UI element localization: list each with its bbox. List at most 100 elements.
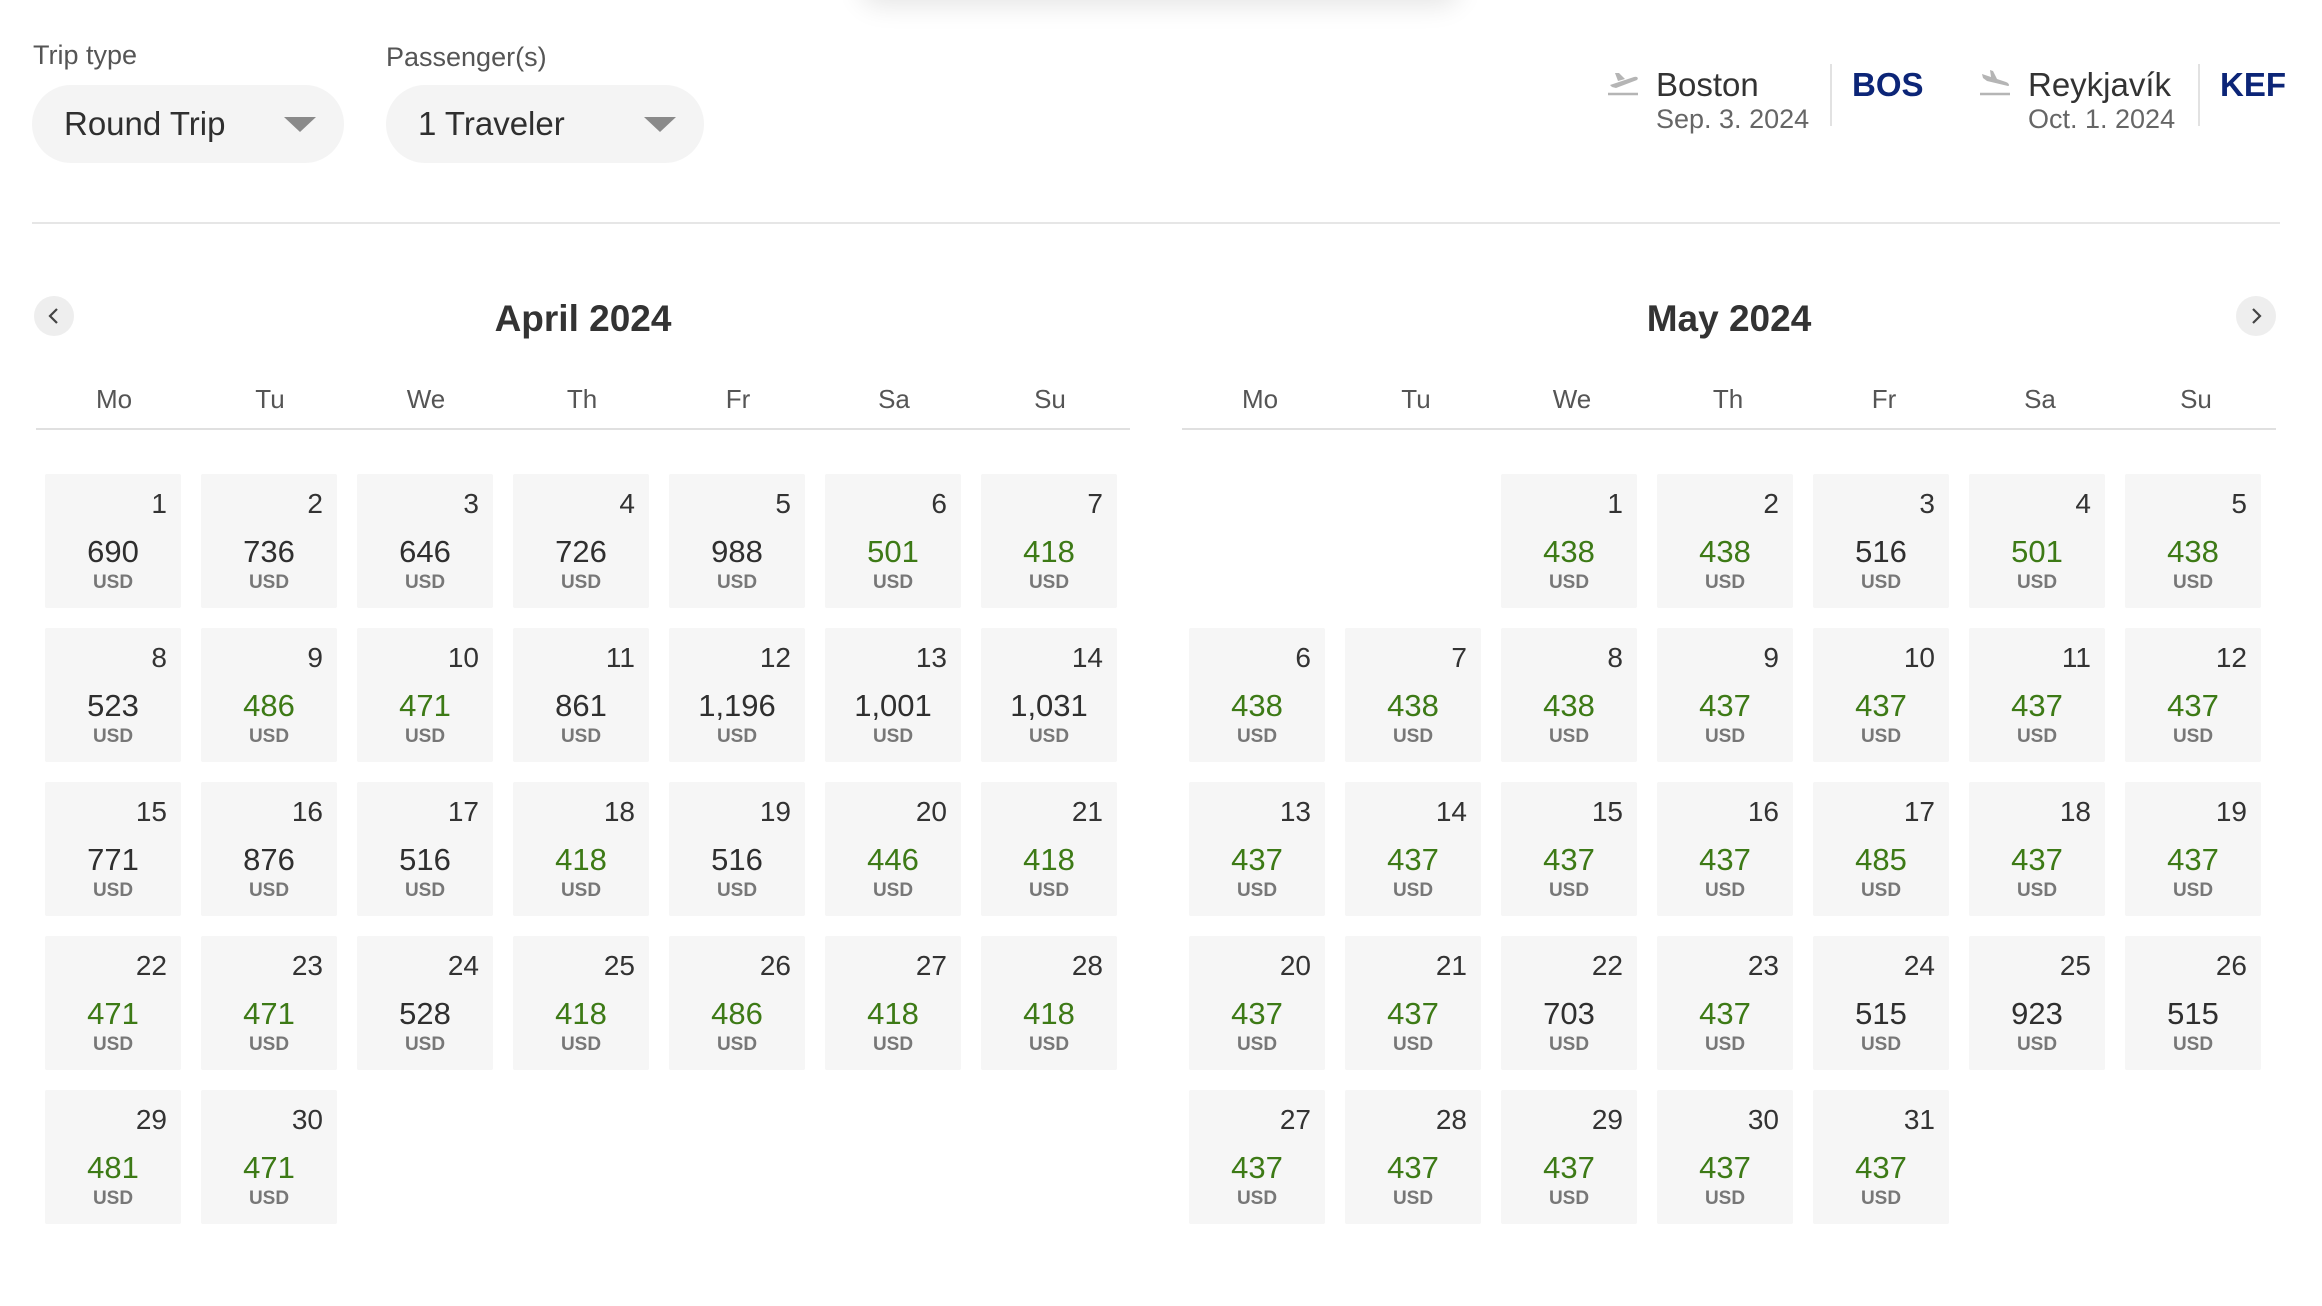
currency-label: USD <box>2016 880 2058 901</box>
day-cell[interactable]: 13 1,001 USD <box>825 628 961 762</box>
day-number: 31 <box>1903 1104 1935 1135</box>
day-cell[interactable]: 10 437 USD <box>1813 628 1949 762</box>
day-cell[interactable]: 5 988 USD <box>669 474 805 608</box>
day-cell[interactable]: 23 437 USD <box>1657 936 1793 1070</box>
day-cell[interactable]: 29 437 USD <box>1501 1090 1637 1224</box>
day-cell[interactable]: 17 516 USD <box>357 782 493 916</box>
day-price: 437 <box>1387 1150 1439 1185</box>
day-cell[interactable]: 27 418 USD <box>825 936 961 1070</box>
day-cell[interactable]: 17 485 USD <box>1813 782 1949 916</box>
day-cell[interactable]: 28 437 USD <box>1345 1090 1481 1224</box>
day-cell[interactable]: 31 437 USD <box>1813 1090 1949 1224</box>
day-number: 8 <box>1607 642 1623 673</box>
day-cell[interactable]: 3 516 USD <box>1813 474 1949 608</box>
day-cell[interactable]: 28 418 USD <box>981 936 1117 1070</box>
outbound-date: Sep. 3. 2024 <box>1656 104 1810 134</box>
day-cell[interactable]: 30 471 USD <box>201 1090 337 1224</box>
day-cell[interactable]: 16 876 USD <box>201 782 337 916</box>
currency-label: USD <box>404 1034 446 1055</box>
trip-type-select[interactable]: Round Trip <box>32 85 344 163</box>
day-cell[interactable]: 19 516 USD <box>669 782 805 916</box>
day-cell[interactable]: 1 690 USD <box>45 474 181 608</box>
day-cell[interactable]: 8 438 USD <box>1501 628 1637 762</box>
inbound-city: Reykjavík <box>2028 66 2172 103</box>
day-cell[interactable]: 6 501 USD <box>825 474 961 608</box>
chevron-down-icon <box>644 117 676 132</box>
day-cell[interactable]: 12 437 USD <box>2125 628 2261 762</box>
currency-label: USD <box>248 880 290 901</box>
day-cell[interactable]: 9 437 USD <box>1657 628 1793 762</box>
day-cell[interactable]: 5 438 USD <box>2125 474 2261 608</box>
day-cell[interactable]: 9 486 USD <box>201 628 337 762</box>
inbound-date: Oct. 1. 2024 <box>2028 104 2176 134</box>
day-price: 437 <box>2011 842 2063 877</box>
currency-label: USD <box>1860 1188 1902 1209</box>
day-price: 988 <box>711 534 763 569</box>
day-cell[interactable]: 16 437 USD <box>1657 782 1793 916</box>
currency-label: USD <box>872 880 914 901</box>
day-cell[interactable]: 26 515 USD <box>2125 936 2261 1070</box>
day-number: 6 <box>931 488 947 519</box>
day-cell[interactable]: 21 437 USD <box>1345 936 1481 1070</box>
day-grid: 1 690 USD 2 736 USD 3 646 USD 4 726 USD 5 988 USD 6 501 U… <box>45 474 1117 1224</box>
day-cell[interactable]: 25 418 USD <box>513 936 649 1070</box>
day-number: 11 <box>2061 642 2091 673</box>
currency-label: USD <box>716 1034 758 1055</box>
day-cell[interactable]: 22 703 USD <box>1501 936 1637 1070</box>
outbound-route[interactable]: Boston Sep. 3. 2024 BOS <box>1606 60 1926 140</box>
day-cell[interactable]: 4 726 USD <box>513 474 649 608</box>
currency-label: USD <box>1392 880 1434 901</box>
day-cell[interactable]: 24 528 USD <box>357 936 493 1070</box>
day-cell[interactable]: 2 438 USD <box>1657 474 1793 608</box>
day-cell[interactable]: 7 438 USD <box>1345 628 1481 762</box>
day-cell[interactable]: 6 438 USD <box>1189 628 1325 762</box>
day-price: 516 <box>399 842 451 877</box>
day-cell[interactable]: 27 437 USD <box>1189 1090 1325 1224</box>
empty-day-cell <box>1189 474 1325 608</box>
day-cell[interactable]: 20 446 USD <box>825 782 961 916</box>
day-cell[interactable]: 30 437 USD <box>1657 1090 1793 1224</box>
currency-label: USD <box>404 726 446 747</box>
day-cell[interactable]: 22 471 USD <box>45 936 181 1070</box>
previous-month-button[interactable] <box>34 296 74 336</box>
day-cell[interactable]: 15 437 USD <box>1501 782 1637 916</box>
currency-label: USD <box>248 1188 290 1209</box>
day-cell[interactable]: 26 486 USD <box>669 936 805 1070</box>
day-cell[interactable]: 21 418 USD <box>981 782 1117 916</box>
day-cell[interactable]: 20 437 USD <box>1189 936 1325 1070</box>
day-price: 481 <box>87 1150 139 1185</box>
day-price: 471 <box>399 688 451 723</box>
day-number: 5 <box>2231 488 2247 519</box>
day-cell[interactable]: 11 861 USD <box>513 628 649 762</box>
weekday-label: Su <box>2180 384 2212 414</box>
day-cell[interactable]: 1 438 USD <box>1501 474 1637 608</box>
day-cell[interactable]: 14 437 USD <box>1345 782 1481 916</box>
inbound-route[interactable]: Reykjavík Oct. 1. 2024 KEF <box>1978 60 2298 140</box>
day-cell[interactable]: 24 515 USD <box>1813 936 1949 1070</box>
day-cell[interactable]: 10 471 USD <box>357 628 493 762</box>
day-cell[interactable]: 12 1,196 USD <box>669 628 805 762</box>
day-number: 11 <box>605 642 635 673</box>
day-price: 437 <box>1699 996 1751 1031</box>
day-cell[interactable]: 19 437 USD <box>2125 782 2261 916</box>
next-month-button[interactable] <box>2236 296 2276 336</box>
day-number: 22 <box>135 950 167 981</box>
day-cell[interactable]: 25 923 USD <box>1969 936 2105 1070</box>
day-cell[interactable]: 18 437 USD <box>1969 782 2105 916</box>
day-cell[interactable]: 18 418 USD <box>513 782 649 916</box>
currency-label: USD <box>1236 726 1278 747</box>
day-cell[interactable]: 14 1,031 USD <box>981 628 1117 762</box>
weekday-label: Fr <box>1871 384 1897 414</box>
day-cell[interactable]: 15 771 USD <box>45 782 181 916</box>
day-cell[interactable]: 11 437 USD <box>1969 628 2105 762</box>
passengers-select[interactable]: 1 Traveler <box>386 85 704 163</box>
day-cell[interactable]: 8 523 USD <box>45 628 181 762</box>
day-cell[interactable]: 23 471 USD <box>201 936 337 1070</box>
day-cell[interactable]: 7 418 USD <box>981 474 1117 608</box>
day-cell[interactable]: 4 501 USD <box>1969 474 2105 608</box>
day-number: 24 <box>447 950 479 981</box>
day-cell[interactable]: 29 481 USD <box>45 1090 181 1224</box>
day-cell[interactable]: 2 736 USD <box>201 474 337 608</box>
day-cell[interactable]: 3 646 USD <box>357 474 493 608</box>
day-cell[interactable]: 13 437 USD <box>1189 782 1325 916</box>
